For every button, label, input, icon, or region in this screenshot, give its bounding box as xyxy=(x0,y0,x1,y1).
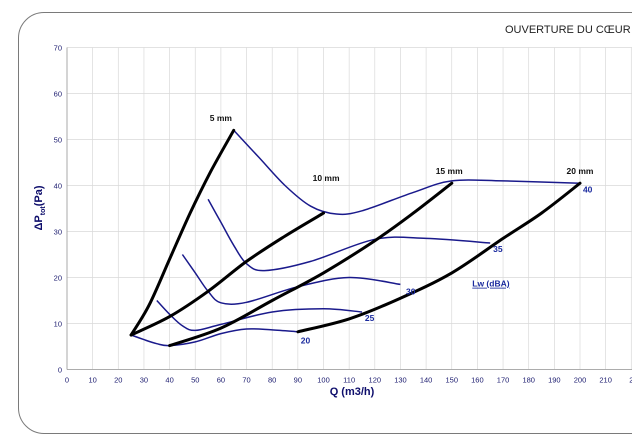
x-tick-label: 110 xyxy=(343,376,355,385)
x-tick-label: 140 xyxy=(420,376,433,385)
y-tick-label: 40 xyxy=(54,182,62,191)
lw-label: 40 xyxy=(583,184,593,194)
y-tick-label: 70 xyxy=(54,44,62,53)
x-tick-label: 90 xyxy=(294,376,302,385)
opening-curve-10-mm xyxy=(129,211,325,337)
opening-label: 15 mm xyxy=(436,166,463,176)
opening-label: 5 mm xyxy=(210,113,233,123)
lw-curve-20 xyxy=(130,328,298,347)
x-tick-label: 170 xyxy=(497,376,510,385)
lw-label: 25 xyxy=(365,313,375,323)
y-tick-label: 60 xyxy=(54,90,62,99)
x-axis-label: Q (m3/h) xyxy=(330,386,375,398)
x-tick-label: 20 xyxy=(114,376,122,385)
y-tick-label: 20 xyxy=(54,274,62,283)
y-tick-label: 30 xyxy=(54,228,62,237)
x-tick-label: 130 xyxy=(394,376,407,385)
lw-label: 20 xyxy=(301,335,311,345)
opening-curves xyxy=(129,128,582,348)
x-tick-label: 60 xyxy=(217,376,225,385)
chart-svg: 0 10 20 30 40 50 60 70 80 90 100 110 120 130 140 150 160… xyxy=(33,44,632,398)
x-tick-label: 30 xyxy=(140,376,148,385)
x-tick-label: 70 xyxy=(242,376,250,385)
opening-label: 20 mm xyxy=(567,166,594,176)
x-tick-label: 100 xyxy=(317,376,330,385)
x-tick-label: 190 xyxy=(548,376,561,385)
x-tick-label: 40 xyxy=(165,376,173,385)
x-tick-label: 200 xyxy=(574,376,587,385)
opening-curve-15-mm xyxy=(168,181,454,348)
y-tick-label: 0 xyxy=(58,366,62,375)
labels: 5 mm 10 mm 15 mm 20 mm 20 25 30 35 40 xyxy=(210,113,594,345)
lw-curve-30 xyxy=(181,254,401,305)
y-tick-label: 10 xyxy=(54,320,62,329)
x-tick-label: 160 xyxy=(471,376,484,385)
lw-title: Lw (dBA) xyxy=(472,279,509,289)
y-axis-label: ΔPtot(Pa) xyxy=(33,185,47,230)
lw-label: 30 xyxy=(406,287,416,297)
y-axis-label-unit: (Pa) xyxy=(33,185,45,206)
opening-label: 10 mm xyxy=(313,173,340,183)
opening-curve-5-mm xyxy=(129,128,236,337)
page-title: OUVERTURE DU CŒUR xyxy=(505,24,631,36)
y-axis-label-main: ΔP xyxy=(33,215,45,230)
chart-frame xyxy=(18,12,632,434)
lw-label: 35 xyxy=(493,244,503,254)
x-tick-label: 210 xyxy=(599,376,612,385)
opening-curve-20-mm xyxy=(296,181,582,334)
lw-curve-40 xyxy=(233,129,581,216)
y-tick-label: 50 xyxy=(54,136,62,145)
x-tick-label: 180 xyxy=(522,376,535,385)
axes: 0 10 20 30 40 50 60 70 80 90 100 110 120 130 140 150 160… xyxy=(54,44,632,385)
x-tick-label: 50 xyxy=(191,376,199,385)
x-tick-label: 2 xyxy=(629,376,632,385)
x-tick-label: 150 xyxy=(445,376,458,385)
y-axis-label-sub: tot xyxy=(40,206,47,216)
x-tick-label: 80 xyxy=(268,376,276,385)
x-tick-label: 0 xyxy=(65,376,69,385)
lw-curves xyxy=(130,129,581,347)
x-tick-label: 10 xyxy=(88,376,96,385)
lw-curve-35 xyxy=(207,198,491,272)
x-tick-label: 120 xyxy=(369,376,382,385)
